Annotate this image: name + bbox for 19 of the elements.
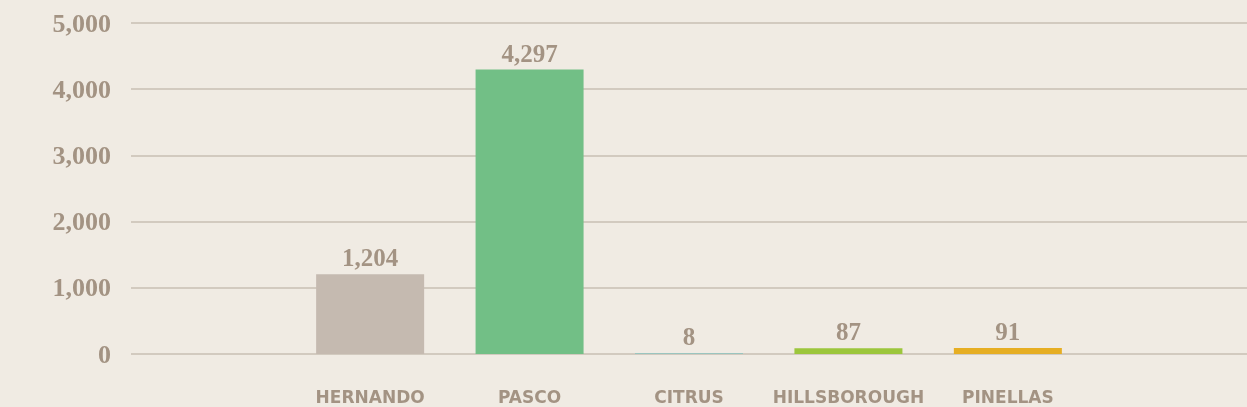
y-tick-label: 0: [98, 339, 111, 369]
data-label: 1,204: [342, 244, 399, 272]
x-tick-label: HERNANDO: [315, 386, 425, 407]
y-tick-label: 2,000: [52, 207, 111, 237]
data-label: 87: [835, 318, 861, 346]
data-label: 8: [682, 323, 696, 351]
bar: [953, 347, 1062, 354]
x-tick-label: HILLSBOROUGH: [772, 386, 925, 407]
x-tick-label: CITRUS: [654, 386, 724, 407]
bar: [794, 348, 903, 354]
data-label: 91: [995, 317, 1021, 345]
x-tick-label: PASCO: [497, 386, 562, 407]
x-tick-label: PINELLAS: [962, 386, 1054, 407]
bar: [475, 69, 584, 354]
data-label: 4,297: [501, 39, 558, 67]
y-tick-label: 5,000: [52, 8, 111, 38]
y-tick-label: 1,000: [52, 273, 111, 303]
y-tick-label: 4,000: [52, 74, 111, 104]
y-tick-label: 3,000: [52, 140, 111, 170]
